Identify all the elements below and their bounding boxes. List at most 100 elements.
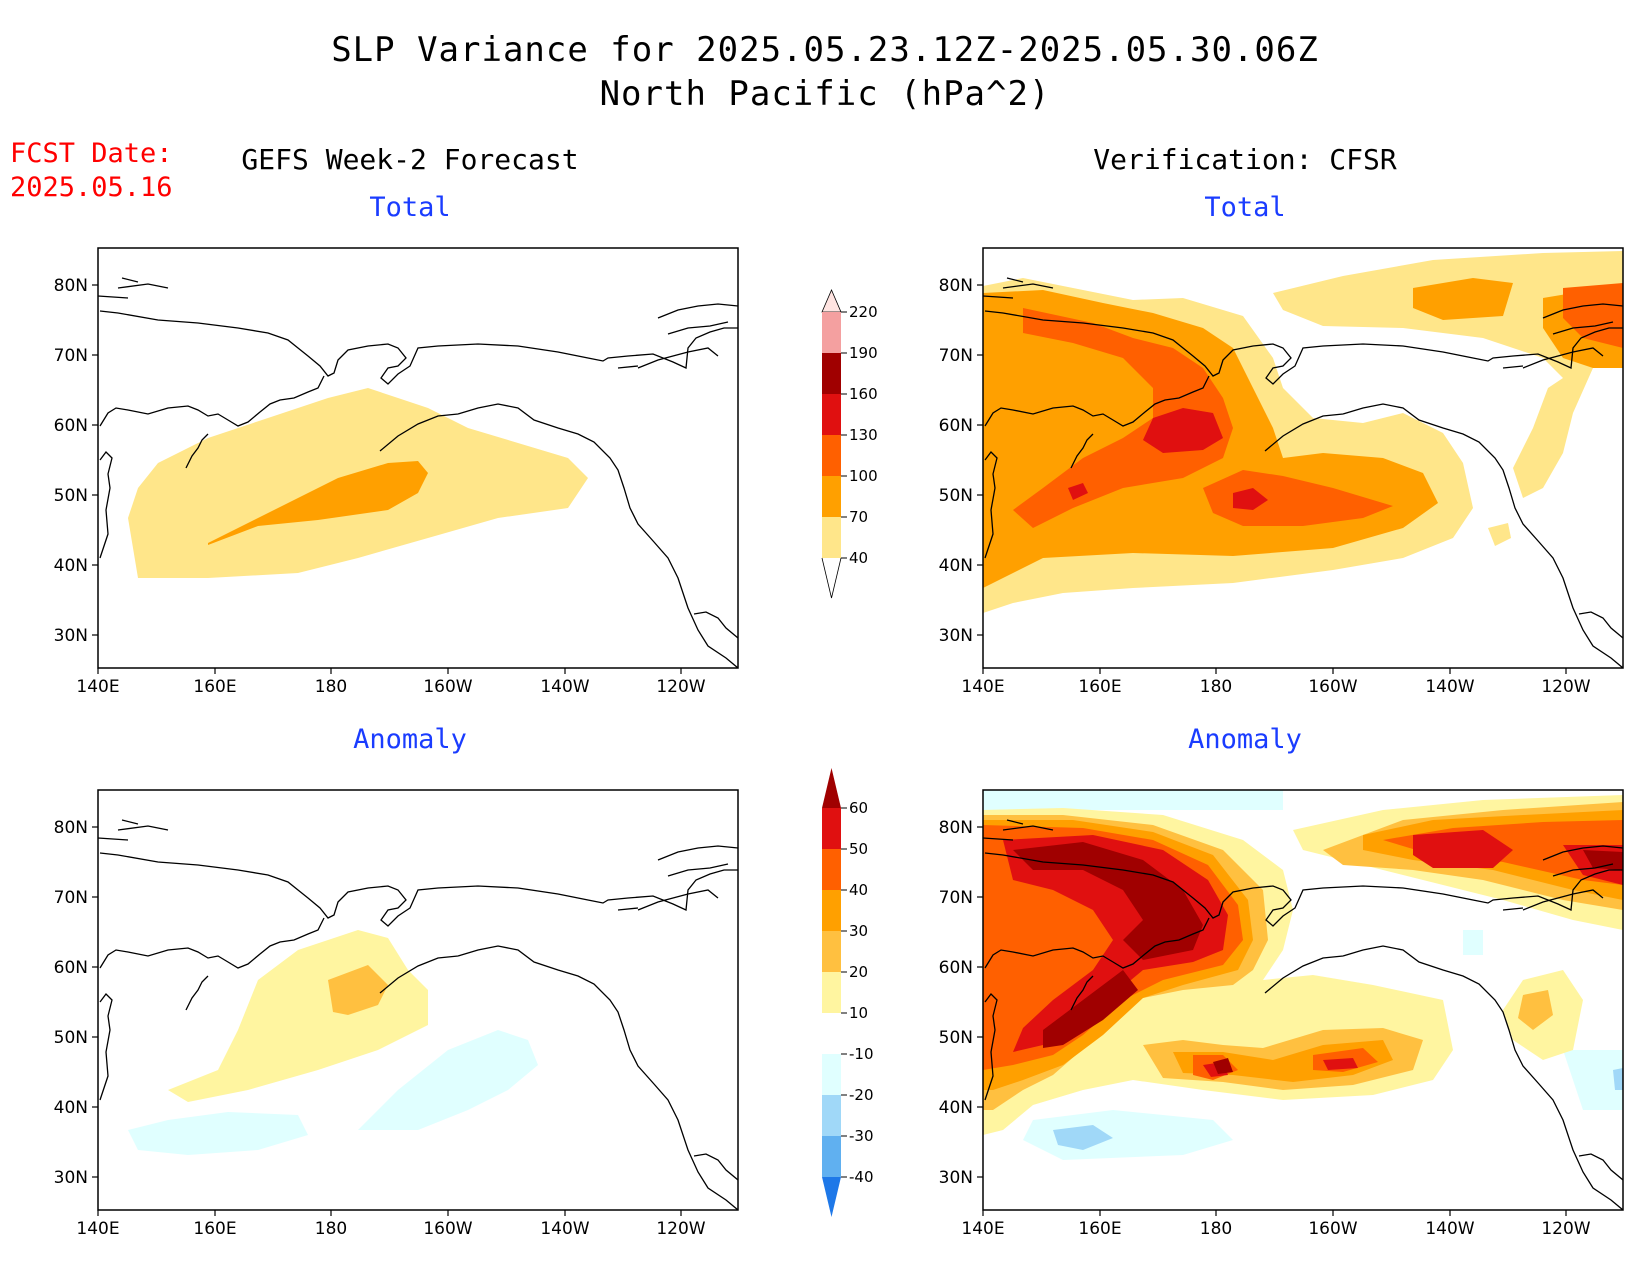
lat-label: 60N [939,416,973,436]
lat-label: 30N [54,626,88,646]
colorbar-label: -20 [849,1086,874,1104]
anom-band-neg10 [983,790,1623,1160]
colorbar-label: -40 [849,1168,874,1186]
panel-title-top-left: Total [369,192,451,223]
total-band-70 [208,461,428,545]
colorbar-segment [822,890,841,931]
lon-label: 160W [423,1219,472,1239]
lon-label: 120W [656,1219,705,1239]
lat-label: 40N [939,556,973,576]
map-frame [982,247,1624,669]
colorbar-segment [822,808,841,849]
lon-label: 160W [423,677,472,697]
axes-layer: 80N 70N 60N 50N 40N 30N 140E 160E 180 160W 140W 120… [54,276,1591,1239]
total-band-130 [1068,408,1268,510]
left-column-title: GEFS Week-2 Forecast [241,143,579,176]
lat-label: 70N [54,346,88,366]
total-band-40-spot [1488,523,1511,546]
lon-label: 140W [1425,1219,1474,1239]
lon-label: 120W [656,677,705,697]
fcst-date: 2025.05.16 [10,172,173,203]
lon-label: 160E [1078,1219,1121,1239]
colorbar-label: 100 [849,467,878,485]
total-band-130-arctic [1563,283,1623,348]
colorbar-label: 190 [849,344,878,362]
lon-label: 180 [315,677,347,697]
lat-label: 50N [54,1028,88,1048]
lat-label: 60N [54,958,88,978]
colorbar-label: 160 [849,385,878,403]
colorbar-label: 30 [849,922,868,940]
lat-label: 40N [939,1098,973,1118]
colorbar-anomaly: 60 50 40 30 20 10 -10 -20 -30 -40 [822,768,874,1217]
lat-label: 40N [54,556,88,576]
colorbar-segment [822,931,841,972]
lat-label: 80N [939,818,973,838]
colorbar-label: 60 [849,799,868,817]
colorbar-label: 40 [849,881,868,899]
colorbar-segment [822,1136,841,1177]
lon-label: 160E [1078,677,1121,697]
panel-bottom-left [97,789,739,1211]
colorbar-segment [822,394,841,435]
panel-bottom-right [982,789,1624,1211]
lat-label: 50N [939,1028,973,1048]
colorbar-top-triangle [821,288,842,313]
lon-label: 120W [1541,1219,1590,1239]
right-column-title: Verification: CFSR [1093,143,1397,176]
anom-band-60 [1013,842,1623,1074]
lat-label: 80N [54,276,88,296]
colorbar-label: 10 [849,1004,868,1022]
panel-top-right [982,247,1624,669]
lat-label: 50N [939,486,973,506]
fcst-label: FCST Date: [10,138,173,169]
colorbar-bottom-triangle [822,1177,841,1217]
lat-label: 30N [939,1168,973,1188]
map-frame [97,789,739,1211]
lon-label: 140E [961,677,1004,697]
colorbar-segment [822,849,841,890]
lon-label: 180 [315,1219,347,1239]
panel-title-bottom-left: Anomaly [353,724,467,755]
panel-title-top-right: Total [1204,192,1286,223]
lon-label: 180 [1200,677,1232,697]
anom-band-10 [168,930,428,1102]
lat-label: 60N [939,958,973,978]
lat-label: 70N [939,888,973,908]
lat-label: 40N [54,1098,88,1118]
anom-band-20 [328,965,388,1015]
colorbar-segment [822,1054,841,1095]
lon-label: 160W [1308,677,1357,697]
colorbar-segment [822,353,841,394]
lon-label: 140W [540,677,589,697]
colorbar-label: -10 [849,1045,874,1063]
colorbar-bottom-triangle [821,557,842,599]
anom-band-neg20 [1003,990,1623,1150]
lon-label: 140E [961,1219,1004,1239]
lon-label: 140W [1425,677,1474,697]
colorbar-segment [822,312,841,353]
colorbar-label: 40 [849,549,868,567]
lat-label: 80N [939,276,973,296]
lon-label: 160W [1308,1219,1357,1239]
lon-label: 160E [193,1219,236,1239]
colorbar-label: 20 [849,963,868,981]
total-band-40-arctic [1273,251,1623,498]
colorbar-segment [822,972,841,1013]
colorbar-label: -30 [849,1127,874,1145]
lat-label: 50N [54,486,88,506]
colorbar-label: 220 [849,303,878,321]
lat-label: 30N [54,1168,88,1188]
colorbar-segment [822,1095,841,1136]
lon-label: 140E [76,1219,119,1239]
lon-label: 140E [76,677,119,697]
panel-top-left [97,247,739,669]
colorbar-label: 130 [849,426,878,444]
colorbar-segment [822,1013,841,1054]
panel-title-bottom-right: Anomaly [1188,724,1302,755]
lon-label: 180 [1200,1219,1232,1239]
colorbar-top-triangle [822,768,841,808]
lon-label: 160E [193,677,236,697]
lat-label: 80N [54,818,88,838]
